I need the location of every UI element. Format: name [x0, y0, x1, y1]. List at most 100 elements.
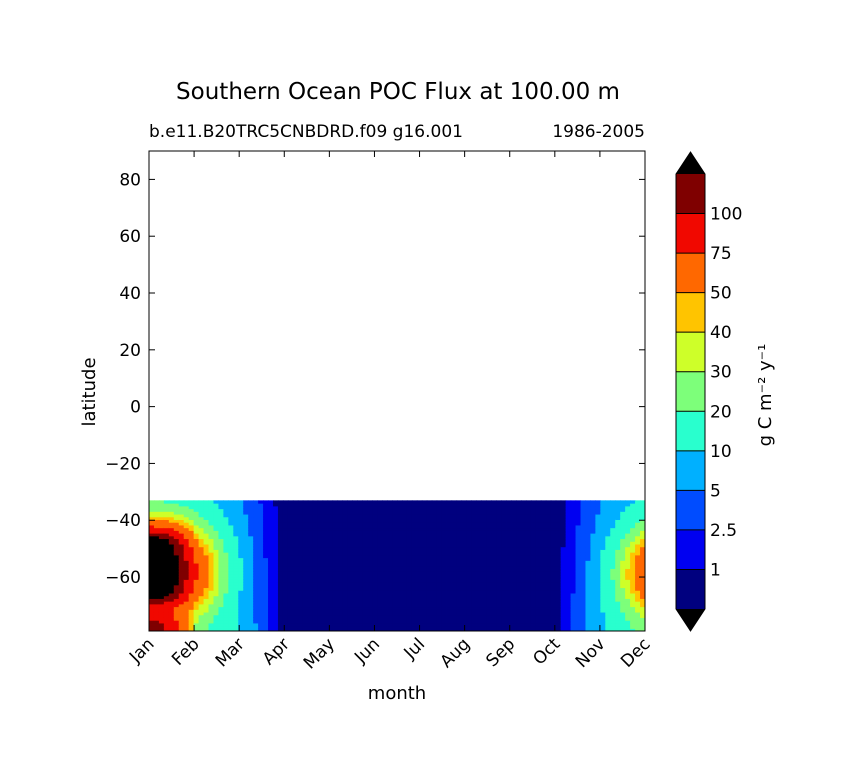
contour-cell: [411, 505, 418, 510]
x-tick-label: Jan: [125, 634, 158, 667]
contour-cell: [550, 549, 557, 553]
contour-cell: [555, 546, 562, 550]
contour-cell: [158, 579, 165, 583]
contour-cell: [362, 625, 368, 629]
contour-cell: [406, 587, 413, 591]
contour-cell: [352, 625, 358, 629]
contour-cell: [367, 541, 373, 545]
contour-cell: [625, 565, 631, 569]
contour-cell: [352, 595, 358, 599]
contour-cell: [208, 598, 215, 602]
contour-cell: [431, 519, 438, 523]
contour-cell: [506, 601, 512, 605]
contour-cell: [525, 505, 532, 510]
contour-cell: [273, 519, 279, 523]
contour-cell: [525, 543, 532, 548]
contour-cell: [511, 511, 517, 515]
contour-cell: [382, 598, 388, 602]
contour-cell: [282, 617, 289, 621]
contour-cell: [501, 546, 507, 550]
contour-cell: [322, 503, 329, 507]
contour-cell: [441, 603, 448, 608]
contour-cell: [292, 595, 299, 599]
contour-cell: [307, 552, 314, 556]
contour-cell: [173, 530, 180, 534]
contour-cell: [178, 625, 185, 629]
contour-cell: [362, 601, 368, 605]
contour-cell: [198, 533, 205, 537]
contour-cell: [208, 527, 215, 531]
contour-cell: [163, 622, 170, 627]
contour-cell: [178, 584, 185, 589]
contour-cell: [441, 505, 448, 510]
contour-cell: [565, 606, 572, 610]
contour-cell: [436, 606, 443, 610]
contour-cell: [149, 562, 155, 567]
contour-cell: [610, 533, 616, 537]
contour-cell: [153, 592, 160, 597]
contour-cell: [387, 595, 393, 599]
contour-cell: [223, 573, 229, 578]
contour-cell: [431, 595, 438, 599]
contour-cell: [461, 582, 468, 586]
contour-cell: [312, 533, 319, 537]
contour-cell: [491, 609, 497, 613]
contour-cell: [411, 603, 418, 608]
contour-cell: [610, 603, 616, 608]
contour-cell: [630, 530, 636, 534]
contour-cell: [401, 584, 408, 589]
contour-cell: [352, 527, 358, 531]
contour-cell: [277, 606, 284, 610]
contour-cell: [406, 549, 413, 553]
contour-cell: [481, 584, 487, 589]
contour-cell: [610, 513, 616, 518]
contour-cell: [292, 519, 299, 523]
contour-cell: [525, 552, 532, 556]
contour-cell: [456, 500, 463, 504]
contour-cell: [456, 590, 463, 594]
contour-cell: [610, 614, 616, 618]
contour-cell: [337, 562, 344, 567]
contour-cell: [610, 590, 616, 594]
contour-cell: [332, 541, 339, 545]
contour-cell: [525, 549, 532, 553]
contour-cell: [521, 603, 527, 608]
contour-cell: [213, 500, 220, 504]
contour-cell: [441, 554, 448, 559]
contour-cell: [436, 500, 443, 504]
contour-cell: [273, 513, 279, 518]
contour-cell: [273, 508, 279, 512]
contour-cell: [625, 620, 631, 624]
contour-cell: [149, 552, 155, 556]
contour-cell: [600, 606, 606, 610]
contour-cell: [476, 505, 482, 510]
contour-cell: [297, 584, 304, 589]
contour-cell: [372, 587, 378, 591]
contour-cell: [421, 576, 428, 580]
contour-cell: [436, 522, 443, 526]
contour-cell: [268, 511, 274, 515]
contour-cell: [282, 598, 289, 602]
contour-cell: [436, 527, 443, 531]
contour-cell: [635, 587, 641, 591]
contour-cell: [203, 598, 210, 602]
contour-cell: [178, 628, 185, 631]
contour-cell: [277, 614, 284, 618]
contour-cell: [640, 527, 645, 531]
contour-cell: [585, 538, 592, 542]
contour-cell: [471, 552, 477, 556]
contour-cell: [337, 527, 344, 531]
contour-cell: [640, 606, 645, 610]
contour-cell: [357, 614, 363, 618]
contour-cell: [337, 557, 344, 561]
contour-cell: [456, 584, 463, 589]
contour-cell: [312, 603, 319, 608]
colorbar-tick-label: 20: [710, 402, 732, 422]
contour-cell: [605, 503, 611, 507]
contour-cell: [149, 625, 155, 629]
contour-cell: [451, 617, 458, 621]
contour-cell: [188, 541, 195, 545]
contour-cell: [620, 533, 626, 537]
contour-cell: [481, 587, 487, 591]
